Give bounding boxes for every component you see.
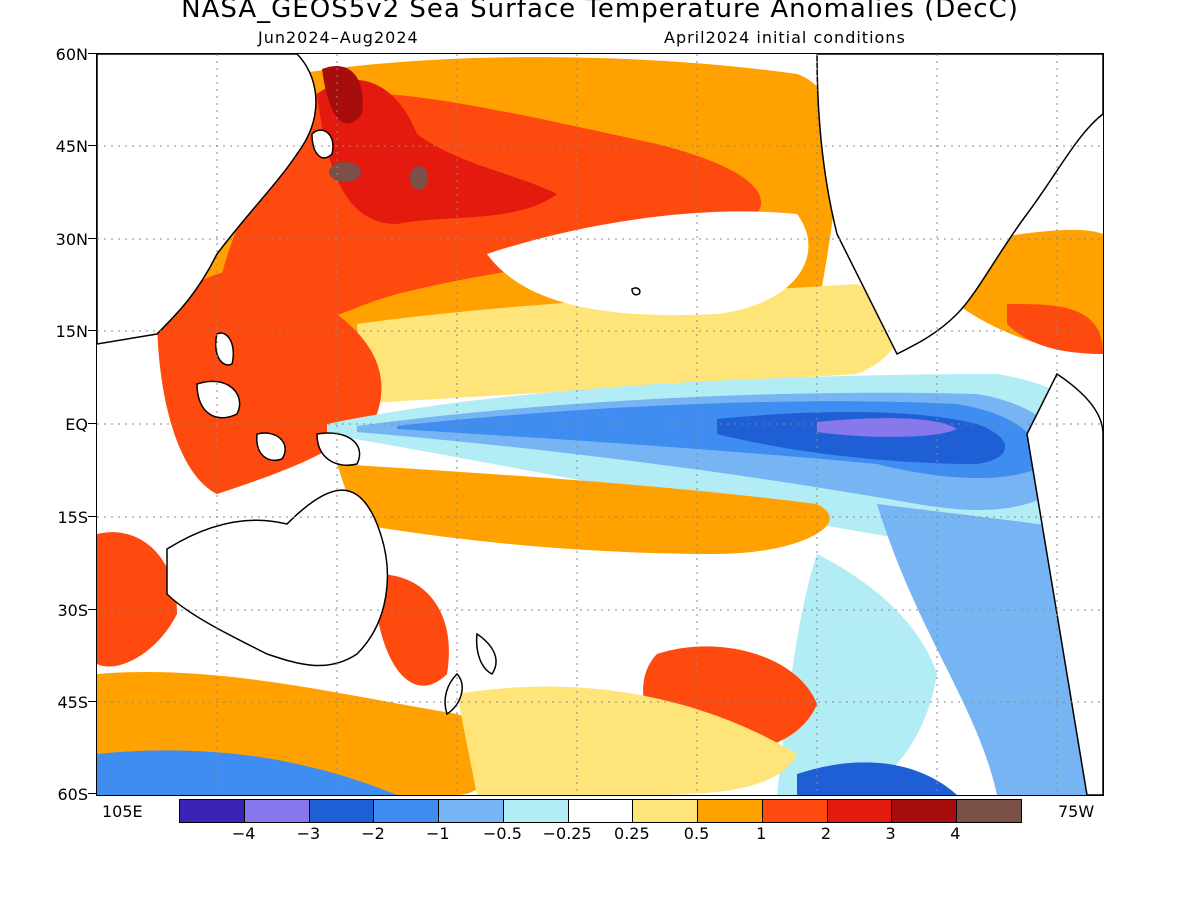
land-masses [97,54,1103,795]
colorbar-label-5: −0.25 [542,824,592,843]
colorbar-swatch-1 [244,800,310,822]
lat-label-60S: 60S [57,785,88,804]
lat-tick-15S [88,516,96,517]
colorbar-swatch-2 [309,800,375,822]
colorbar-swatch-10 [827,800,893,822]
colorbar-swatch-5 [503,800,569,822]
lat-tick-30N [88,238,96,239]
new-zealand-south [444,672,463,716]
grid-lines [97,54,1103,795]
lat-tick-60N [88,53,96,54]
colorbar [179,799,1022,823]
colorbar-swatch-8 [698,800,763,822]
lon-label-75W: 75W [1058,802,1095,821]
colorbar-label-3: −1 [425,824,450,843]
maritime-continent-3 [316,432,361,466]
colorbar-label-8: 1 [756,824,767,843]
lat-tick-EQ [88,423,96,424]
kuroshio-darkest [322,66,363,124]
caribbean-red [1007,304,1103,354]
colorbar-label-4: −0.5 [483,824,522,843]
colorbar-swatch-11 [892,800,958,822]
colorbar-swatch-6 [568,800,634,822]
lon-label-105E: 105E [102,802,143,821]
colorbar-swatch-7 [633,800,699,822]
kuroshio-dark-red [317,79,557,224]
colorbar-label-2: −2 [361,824,385,843]
initial-conditions: April2024 initial conditions [664,28,906,47]
lat-tick-15N [88,330,96,331]
colorbar-label-10: 3 [885,824,896,843]
lat-tick-30S [88,609,96,610]
lat-label-15S: 15S [57,508,88,527]
kuroshio-brown-2 [410,166,428,190]
north-america-landmass [816,54,1103,356]
central-white-patch [487,211,809,316]
lat-tick-45N [88,145,96,146]
colorbar-label-7: 0.5 [683,824,710,843]
lat-tick-45S [88,701,96,702]
chart-title: NASA_GEOS5v2 Sea Surface Temperature Ano… [181,0,1019,24]
south-indian-red [97,532,177,667]
colorbar-swatch-12 [957,800,1021,822]
cold-tongue-max [817,418,957,437]
colorbar-swatch-0 [180,800,245,822]
lat-label-45S: 45S [57,693,88,712]
maritime-continent-1 [196,380,241,419]
forecast-period: Jun2024–Aug2024 [258,28,419,47]
asia-landmass [97,54,317,345]
lat-label-15N: 15N [55,322,88,341]
colorbar-label-11: 4 [950,824,961,843]
philippines [215,332,234,366]
south-band-yellow [457,686,797,795]
lat-label-30S: 30S [57,601,88,620]
southern-ocean-blue [97,750,397,795]
lat-label-45N: 45N [55,137,88,156]
colorbar-swatch-3 [374,800,440,822]
maritime-continent-2 [256,432,286,461]
colorbar-label-6: 0.25 [614,824,650,843]
new-zealand-north [475,632,497,675]
south-pacific-orange [337,464,830,554]
colorbar-swatch-4 [439,800,504,822]
sst-anomaly-map [96,53,1104,796]
colorbar-label-9: 2 [820,824,832,843]
lat-label-EQ: EQ [65,415,88,434]
north-yellow-band [357,284,899,404]
tasman-red [377,574,449,686]
japan [311,129,334,159]
colorbar-swatch-9 [762,800,828,822]
australia-landmass [166,489,389,667]
colorbar-label-0: −4 [231,824,256,843]
south-america-landmass [1026,372,1103,795]
lat-tick-60S [88,793,96,794]
kuroshio-brown [329,162,361,182]
southern-ocean-blue-2 [797,762,957,795]
colorbar-label-1: −3 [296,824,321,843]
lat-label-60N: 60N [55,45,88,64]
east-pacific-blue [877,504,1103,795]
hawaii [631,287,641,296]
lat-label-30N: 30N [55,230,88,249]
